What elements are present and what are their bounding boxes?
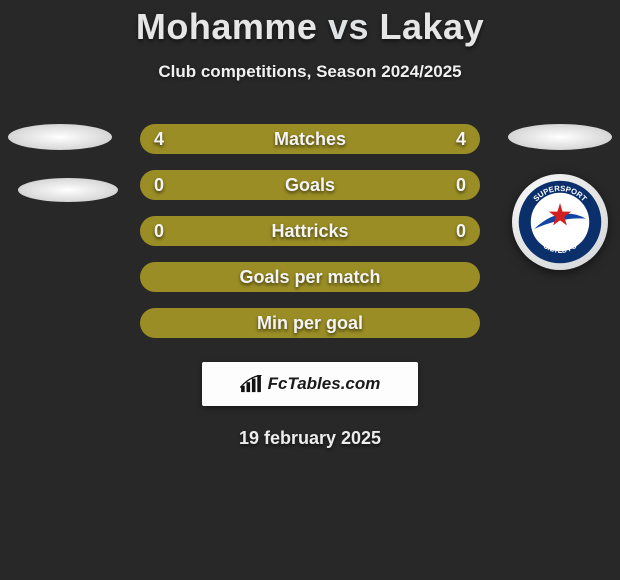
stat-row-goals: 0 Goals 0: [140, 170, 480, 200]
stat-row-goals-per-match: Goals per match: [140, 262, 480, 292]
stat-row-min-per-goal: Min per goal: [140, 308, 480, 338]
fctables-label: FcTables.com: [268, 374, 381, 394]
title-left: Mohamme: [136, 6, 318, 47]
bar-chart-icon: [240, 375, 262, 393]
date-label: 19 february 2025: [0, 428, 620, 449]
stat-row-hattricks: 0 Hattricks 0: [140, 216, 480, 246]
stat-label: Hattricks: [271, 221, 348, 242]
stat-right-value: 0: [456, 175, 466, 196]
club-badge: SUPERSPORT UNITED FC: [512, 174, 608, 270]
stat-left-value: 0: [154, 175, 164, 196]
player-left-badge-2: [18, 178, 118, 202]
stat-right-value: 4: [456, 129, 466, 150]
stat-left-value: 4: [154, 129, 164, 150]
player-left-badge-1: [8, 124, 112, 150]
stat-row-matches: 4 Matches 4: [140, 124, 480, 154]
subtitle: Club competitions, Season 2024/2025: [0, 62, 620, 82]
stat-label: Goals: [285, 175, 335, 196]
club-badge-svg: SUPERSPORT UNITED FC: [517, 179, 603, 265]
stat-label: Min per goal: [257, 313, 363, 334]
title-vs: vs: [328, 6, 369, 47]
title-right: Lakay: [380, 6, 485, 47]
stat-label: Goals per match: [239, 267, 380, 288]
fctables-badge: FcTables.com: [202, 362, 418, 406]
player-right-badge-1: [508, 124, 612, 150]
stat-label: Matches: [274, 129, 346, 150]
page-title: Mohamme vs Lakay: [0, 0, 620, 48]
stat-right-value: 0: [456, 221, 466, 242]
stat-left-value: 0: [154, 221, 164, 242]
